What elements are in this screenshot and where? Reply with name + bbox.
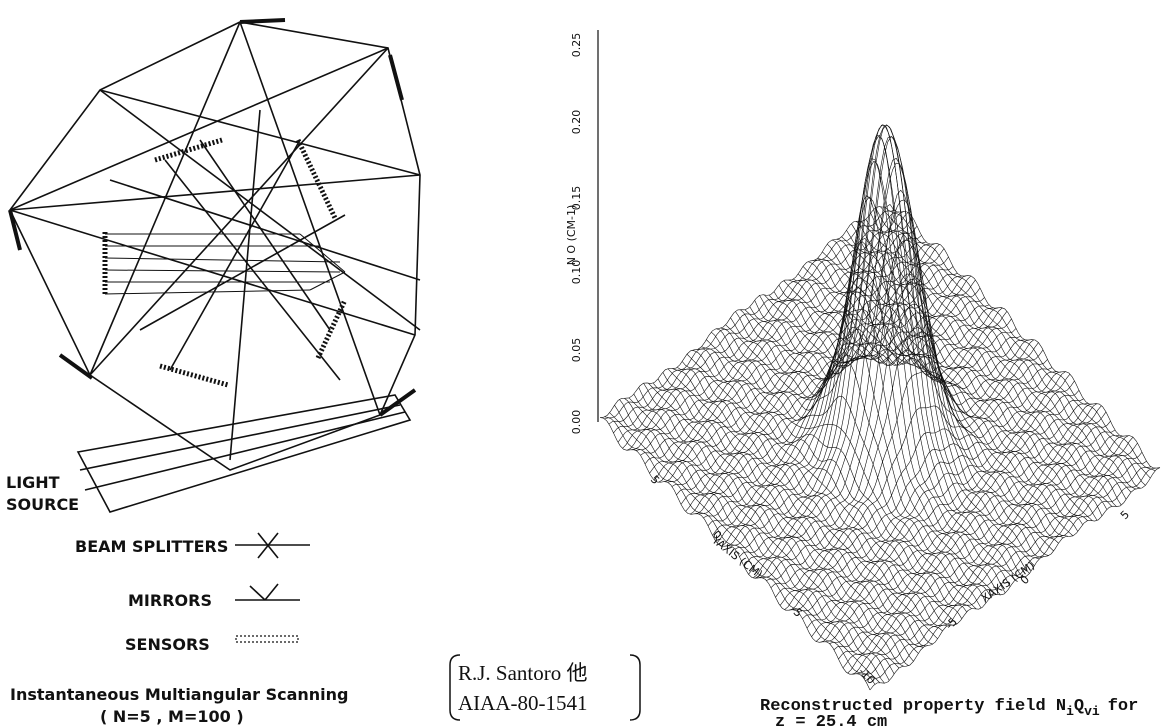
light-source-label: LIGHT <box>6 473 60 492</box>
x-tick-label: 0 <box>1018 573 1032 587</box>
caption-sub: vi <box>1084 704 1100 719</box>
plot-caption: z = 25.4 cm <box>775 713 887 728</box>
z-tick-label: 0.10 <box>570 260 583 285</box>
legend-label: SENSORS <box>125 635 210 654</box>
mesh-line <box>634 394 904 666</box>
x-tick-label: -5 <box>943 615 960 632</box>
mesh-line <box>821 421 1111 642</box>
legend-label: MIRRORS <box>128 591 212 610</box>
mesh-line <box>866 219 1136 489</box>
mesh-line <box>653 383 923 647</box>
mesh-line <box>639 387 909 665</box>
z-tick-label: 0.05 <box>570 338 583 363</box>
x-tick-label: 5 <box>1118 508 1132 522</box>
y-tick-label: 5 <box>648 473 662 487</box>
mesh-line <box>731 125 1021 546</box>
mesh-line <box>837 239 1107 509</box>
mesh-line <box>847 230 1117 506</box>
caption: ( N=5 , M=100 ) <box>100 707 244 726</box>
caption-text: for <box>1108 697 1139 716</box>
mesh-line <box>798 403 1088 612</box>
caption: Instantaneous Multiangular Scanning <box>10 685 348 704</box>
mesh-line <box>615 405 885 683</box>
mesh-line <box>704 308 994 518</box>
mesh-line <box>876 208 1146 486</box>
mesh-line <box>832 240 1102 516</box>
surface-plot <box>600 125 1160 690</box>
mesh-line <box>861 222 1131 493</box>
legend-label: BEAM SPLITTERS <box>75 537 228 556</box>
caption-text: Q <box>1074 697 1084 716</box>
mesh-line <box>624 398 894 674</box>
mesh-line <box>686 280 976 512</box>
z-tick-label: 0.00 <box>570 410 583 435</box>
figure-page: LIGHT SOURCE BEAM SPLITTERS MIRRORS SENS… <box>0 0 1175 728</box>
citation: R.J. Santoro 他 AIAA-80-1541 <box>450 655 640 720</box>
mesh-line <box>753 232 1043 578</box>
mesh-line <box>717 197 1007 543</box>
z-tick-label: 0.15 <box>570 186 583 211</box>
mesh-line <box>644 383 914 661</box>
light-source-label: SOURCE <box>6 495 79 514</box>
z-axis-title: N O (CM-1) <box>565 205 578 266</box>
citation-ref: AIAA-80-1541 <box>458 691 587 715</box>
citation-author: R.J. Santoro 他 <box>458 661 588 685</box>
z-tick-label: 0.25 <box>570 33 583 58</box>
mesh-line <box>769 200 1039 559</box>
z-tick-label: 0.20 <box>570 110 583 135</box>
mesh-line <box>839 436 1129 660</box>
mesh-line <box>785 381 1075 610</box>
caption-sub: i <box>1066 704 1074 719</box>
mesh-line <box>857 461 1147 673</box>
mesh-line <box>890 204 1160 468</box>
mesh-line <box>818 258 1088 520</box>
plot-labels: N O (CM-1) 0.25 0.20 0.15 0.10 0.05 0.00… <box>565 30 1138 728</box>
